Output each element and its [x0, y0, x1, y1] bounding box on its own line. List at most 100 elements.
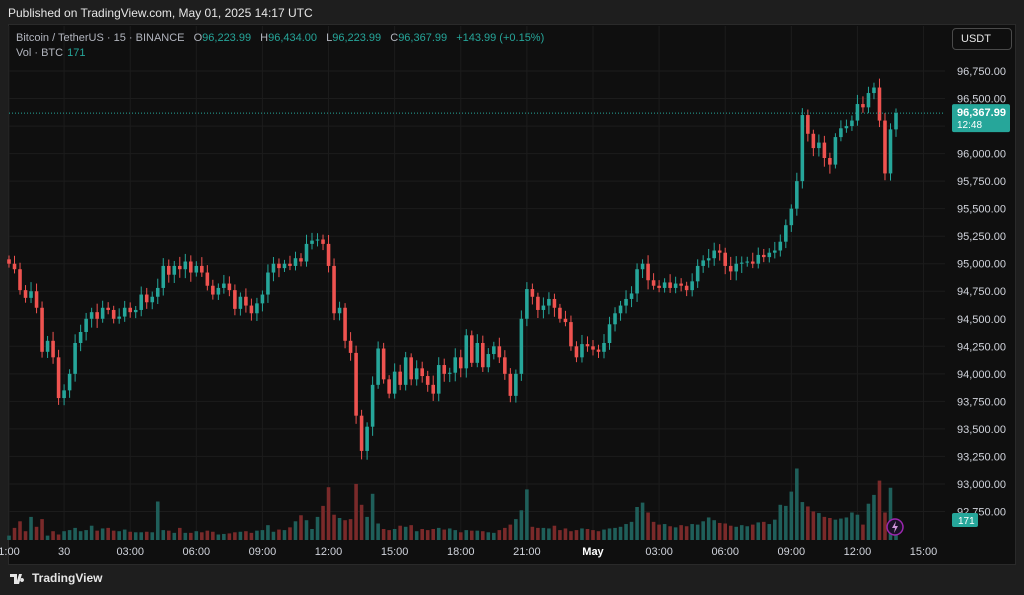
candle [425, 370, 430, 392]
candle [12, 255, 17, 274]
candle-body [166, 265, 171, 275]
candle [337, 301, 342, 321]
candle [591, 340, 595, 356]
volume-label[interactable]: Vol · BTC [16, 47, 64, 59]
candle [855, 94, 860, 126]
candle-body [106, 307, 110, 310]
candle-body [635, 269, 639, 294]
volume-bar [277, 529, 281, 540]
candle-body [425, 376, 430, 385]
candle [442, 358, 447, 382]
candle [453, 348, 458, 382]
candle-body [111, 309, 116, 319]
candle-body [607, 324, 612, 344]
candle [789, 204, 794, 232]
candle-body [315, 239, 320, 241]
candle [761, 248, 766, 263]
volume-bar [233, 532, 237, 540]
candle [56, 349, 61, 405]
candle [872, 82, 876, 100]
candle [128, 302, 132, 318]
candle-body [745, 261, 750, 263]
time-tick-label: 15:00 [381, 546, 409, 558]
volume-bar [618, 526, 623, 540]
volume-bar [117, 531, 121, 540]
volume-bar [773, 519, 777, 540]
price-tick-label: 96,000.00 [957, 149, 1006, 161]
price-tick-label: 95,750.00 [957, 176, 1006, 188]
candle-body [387, 379, 391, 394]
candle [315, 233, 320, 247]
volume-bar [73, 527, 77, 540]
candle [321, 234, 325, 251]
candle-body [778, 241, 783, 251]
volume-bar [651, 521, 656, 540]
candle [293, 251, 298, 271]
candle [877, 78, 882, 128]
volume-bar [563, 528, 568, 540]
candle [795, 172, 799, 216]
volume-bar [469, 530, 474, 540]
volume-bar [365, 516, 369, 540]
candle-body [161, 265, 166, 288]
candle [260, 290, 265, 312]
candle-body [866, 93, 871, 108]
volume-bar [695, 524, 700, 540]
last-price-label: 96,367.99 [957, 107, 1006, 119]
time-tick-label: 1:00 [0, 546, 20, 558]
candle-body [497, 346, 502, 358]
volume-bar [222, 533, 226, 540]
candles [7, 78, 898, 460]
volume-bar [536, 527, 540, 540]
candle-body [844, 126, 849, 129]
volume-bar [370, 493, 375, 540]
lightning-icon[interactable] [886, 518, 904, 536]
candle-body [668, 282, 672, 288]
candle [177, 256, 182, 278]
volume-bar [398, 525, 402, 540]
candle [117, 308, 121, 324]
candle-body [519, 318, 524, 374]
volume-bar [701, 521, 705, 540]
candle [238, 292, 243, 316]
symbol-name[interactable]: Bitcoin / TetherUS · 15 · BINANCE [16, 32, 185, 44]
volume-bar [883, 512, 887, 540]
time-tick-label: 12:00 [844, 546, 872, 558]
candle [822, 135, 827, 167]
volume-bar [89, 525, 94, 540]
candle-body [420, 368, 424, 377]
candle-body [453, 357, 458, 373]
currency-button[interactable]: USDT [952, 28, 1012, 50]
volume-bar [166, 530, 171, 540]
volume-bar [18, 521, 22, 540]
candle-body [563, 318, 568, 323]
candle-body [602, 343, 606, 352]
candle-body [712, 250, 716, 259]
volume-bar [806, 506, 810, 540]
time-tick-label: 12:00 [315, 546, 343, 558]
candle-body [73, 343, 77, 374]
candle-body [591, 346, 595, 350]
candle-body [464, 335, 469, 369]
volume-bar [139, 532, 144, 540]
candle-body [155, 287, 160, 297]
tradingview-logo[interactable]: TradingView [10, 571, 102, 585]
candle-body [29, 291, 33, 298]
volume-bar [321, 505, 325, 540]
candle [624, 290, 628, 314]
candle [607, 316, 612, 350]
volume-bar [315, 516, 320, 540]
volume-bar [304, 520, 309, 540]
candle [139, 286, 144, 317]
chart-frame [8, 24, 1016, 565]
open-label: O [193, 32, 203, 44]
volume-bar [712, 520, 716, 540]
candle [144, 287, 149, 309]
candle-body [475, 343, 480, 363]
candle [635, 263, 639, 302]
candle [194, 261, 199, 277]
volume-bar [376, 523, 380, 540]
candle [806, 109, 810, 142]
candle [18, 262, 22, 295]
